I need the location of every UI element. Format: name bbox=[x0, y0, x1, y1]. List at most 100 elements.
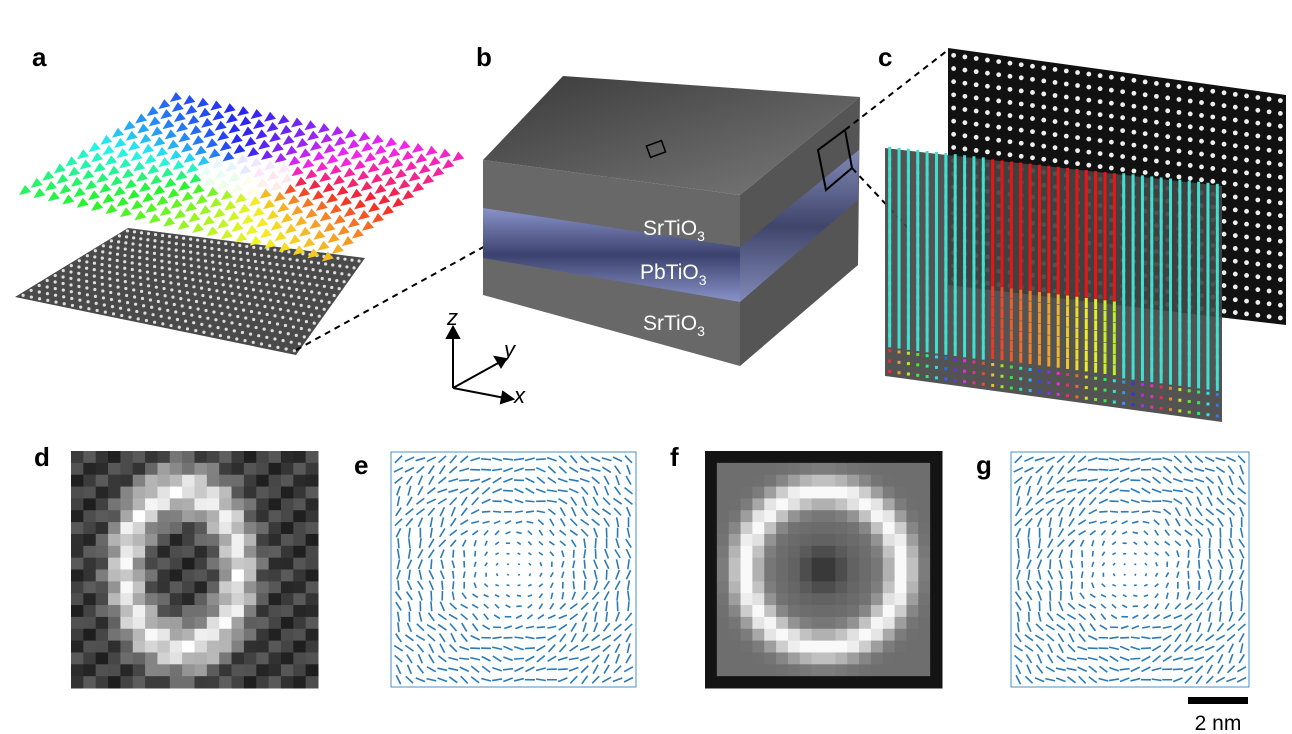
dot bbox=[1244, 221, 1249, 227]
vector bbox=[549, 518, 555, 527]
vector bbox=[1215, 634, 1226, 641]
dot bbox=[296, 318, 301, 322]
dot bbox=[196, 251, 200, 255]
arrow bbox=[315, 200, 328, 211]
dot bbox=[985, 123, 990, 129]
dot bbox=[92, 267, 96, 272]
pixel bbox=[219, 652, 233, 665]
dot bbox=[219, 268, 223, 272]
dot bbox=[210, 253, 214, 257]
vector bbox=[1217, 664, 1224, 674]
pixel bbox=[811, 522, 824, 535]
pixel bbox=[293, 462, 307, 476]
vector bbox=[1208, 538, 1211, 549]
vector bbox=[570, 632, 577, 643]
pixel bbox=[776, 510, 789, 523]
vector bbox=[1067, 497, 1076, 506]
vector bbox=[612, 497, 623, 505]
vector bbox=[430, 601, 433, 612]
dot bbox=[226, 305, 230, 309]
vector bbox=[1098, 665, 1108, 673]
dot bbox=[145, 244, 150, 248]
pixel bbox=[787, 486, 801, 499]
dot bbox=[1097, 86, 1103, 92]
dot bbox=[260, 253, 264, 257]
dot bbox=[238, 243, 242, 248]
vector bbox=[1098, 677, 1109, 682]
vector bbox=[1080, 571, 1084, 579]
pixel bbox=[243, 522, 257, 535]
dot bbox=[37, 290, 41, 294]
dot bbox=[251, 340, 255, 344]
dot bbox=[244, 316, 248, 320]
vector bbox=[537, 614, 545, 620]
arrow bbox=[238, 203, 251, 214]
vector bbox=[1162, 489, 1173, 493]
vector bbox=[1204, 456, 1215, 463]
pixel bbox=[740, 510, 753, 523]
pixel bbox=[280, 451, 294, 464]
vector bbox=[1141, 499, 1151, 503]
vector bbox=[513, 457, 525, 461]
vector bbox=[483, 529, 489, 536]
arrow bbox=[264, 238, 277, 249]
vector bbox=[1185, 506, 1192, 517]
pixel bbox=[219, 664, 233, 677]
dot bbox=[118, 306, 123, 310]
vector bbox=[1070, 570, 1073, 579]
dot bbox=[1165, 160, 1171, 165]
dot bbox=[218, 304, 222, 308]
vector bbox=[397, 538, 400, 549]
pixel bbox=[71, 652, 84, 665]
dot bbox=[210, 240, 214, 244]
vector bbox=[559, 540, 567, 547]
vector bbox=[481, 486, 491, 495]
dot bbox=[1030, 76, 1035, 82]
pixel bbox=[194, 628, 208, 642]
pixel bbox=[132, 569, 146, 582]
dot bbox=[182, 269, 187, 273]
dot bbox=[266, 247, 270, 251]
pixel bbox=[823, 462, 836, 476]
vector bbox=[593, 622, 599, 633]
vector bbox=[1122, 594, 1127, 598]
dot bbox=[1187, 175, 1193, 181]
pixel bbox=[219, 616, 233, 630]
vector bbox=[1154, 583, 1159, 588]
vector bbox=[1099, 486, 1108, 495]
dot bbox=[996, 72, 1002, 78]
vector bbox=[613, 486, 622, 496]
pixel bbox=[83, 486, 97, 499]
vector bbox=[502, 457, 514, 461]
vector bbox=[1173, 644, 1182, 653]
vector-field-e bbox=[393, 454, 634, 685]
pixel bbox=[764, 510, 777, 523]
dot bbox=[1244, 170, 1249, 176]
vector bbox=[570, 506, 577, 517]
pixel bbox=[776, 605, 789, 618]
vector bbox=[1078, 507, 1086, 517]
vector bbox=[405, 591, 413, 601]
pixel bbox=[305, 628, 319, 642]
pixel bbox=[268, 593, 282, 606]
vector bbox=[1165, 572, 1170, 578]
pixel bbox=[145, 498, 158, 511]
pixel bbox=[776, 522, 789, 535]
vector bbox=[448, 656, 459, 661]
vector bbox=[525, 636, 535, 640]
arrow bbox=[159, 206, 172, 217]
pixel bbox=[120, 664, 134, 677]
vector bbox=[1133, 584, 1137, 587]
dot bbox=[160, 246, 164, 250]
arrow bbox=[239, 116, 252, 127]
pixel bbox=[918, 474, 931, 488]
pixel bbox=[764, 593, 777, 606]
dot bbox=[282, 263, 286, 268]
vector bbox=[1100, 529, 1107, 536]
dot bbox=[85, 266, 89, 270]
vector bbox=[1130, 666, 1141, 673]
pixel bbox=[799, 498, 813, 511]
pixel bbox=[870, 462, 884, 476]
arrow bbox=[239, 164, 252, 175]
pixel bbox=[705, 640, 718, 653]
